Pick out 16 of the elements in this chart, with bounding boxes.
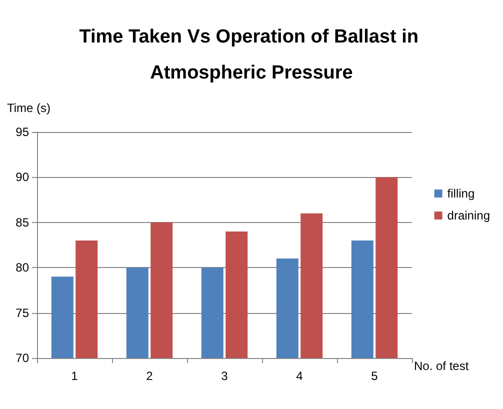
y-tick-label: 90 bbox=[16, 170, 30, 184]
legend-label: filling bbox=[447, 186, 475, 200]
y-tick-label: 95 bbox=[16, 125, 30, 139]
y-tick-label: 70 bbox=[16, 351, 30, 365]
legend-label: draining bbox=[447, 208, 490, 222]
x-axis-title: No. of test bbox=[414, 359, 470, 373]
y-axis-title: Time (s) bbox=[7, 101, 51, 115]
x-tick-label: 5 bbox=[371, 369, 378, 383]
chart-title: Time Taken Vs Operation of Ballast in Atmospheric Pressure bbox=[79, 26, 424, 84]
x-tick-label: 1 bbox=[71, 369, 78, 383]
x-tick-label: 2 bbox=[146, 369, 154, 383]
y-tick-label: 75 bbox=[16, 306, 30, 320]
y-tick-label: 85 bbox=[16, 215, 30, 230]
x-tick-label: 4 bbox=[296, 369, 304, 383]
y-tick-label: 80 bbox=[16, 260, 30, 275]
x-tick-label: 3 bbox=[221, 369, 228, 383]
